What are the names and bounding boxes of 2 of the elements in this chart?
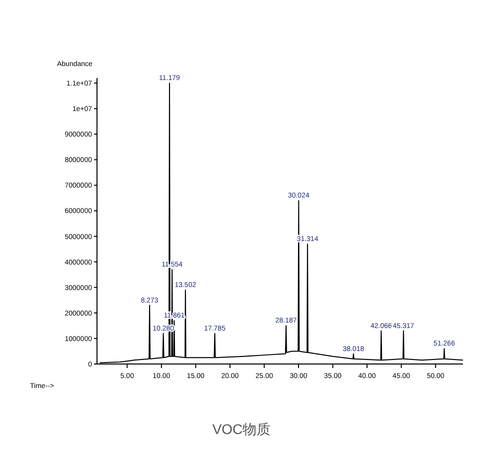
text: VOC物质: [212, 421, 271, 437]
line-series: [99, 82, 464, 364]
